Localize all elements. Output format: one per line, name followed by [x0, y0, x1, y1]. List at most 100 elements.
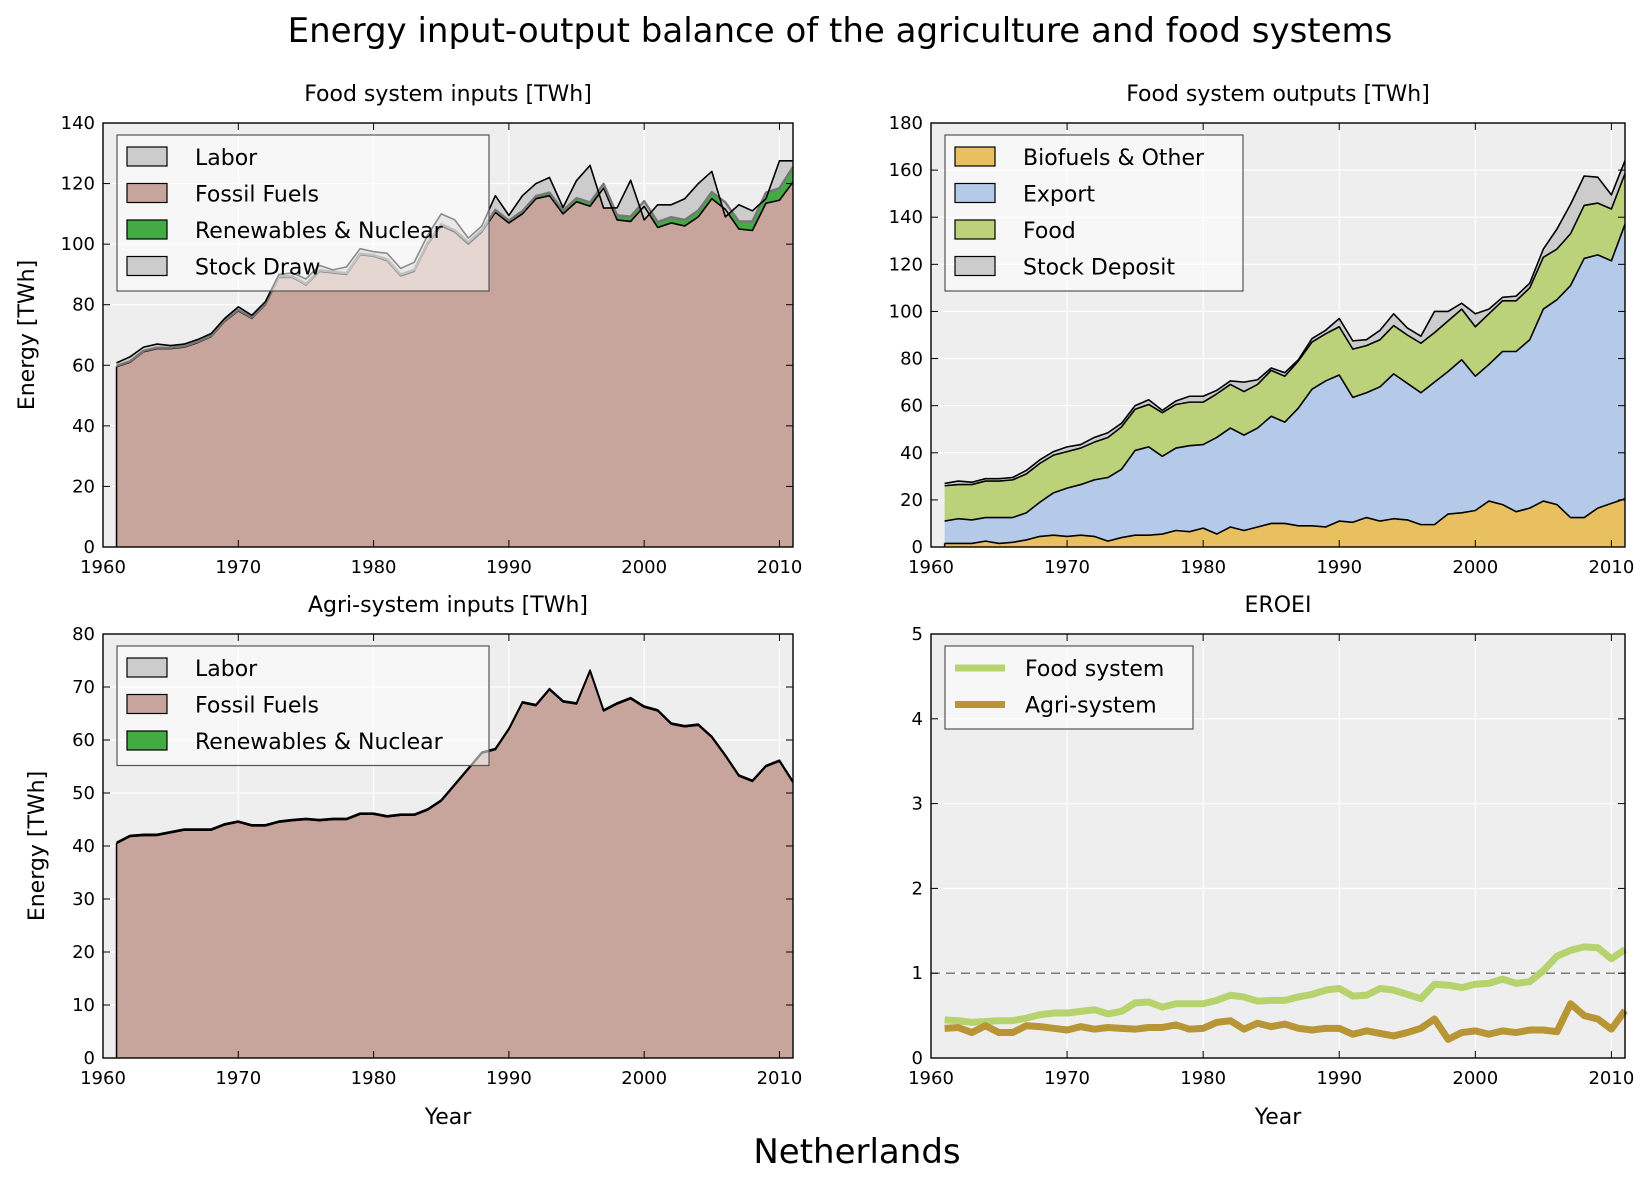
legend-swatch-renewables-nuclear [126, 219, 168, 240]
legend-label-labor: Labor [195, 657, 258, 682]
axis-ticks: 1960 1970 1980 1990 2000 2010 0 1 2 3 4 5 [908, 624, 1634, 1089]
boundary-biofuels-other [944, 497, 1626, 545]
panel-agri-inputs: 1960 1970 1980 1990 2000 2010 0 10 20 30 40 50 60 70 8… [25, 593, 802, 1130]
boundary-export [944, 224, 1626, 522]
y-tick-label: 40 [72, 416, 95, 437]
legend-label-fossil-fuels: Fossil Fuels [195, 183, 319, 208]
axis-ticks: 1960 1970 1980 1990 2000 2010 0 20 40 60 80 100 120 1… [61, 113, 803, 578]
x-tick-label: 1990 [1316, 557, 1362, 578]
legend-label-food: Food [1023, 219, 1076, 244]
x-tick-label: 1970 [215, 1068, 261, 1089]
axis-ticks: 1960 1970 1980 1990 2000 2010 0 10 20 30 40 50 60 70 8… [72, 624, 802, 1089]
legend-label-stock-deposit: Stock Deposit [1023, 256, 1175, 281]
legend: Labor Fossil Fuels Renewables & Nuclear Sto… [116, 134, 490, 292]
y-axis-label: Energy [TWh] [15, 260, 40, 410]
panel-eroei: 1960 1970 1980 1990 2000 2010 0 1 2 3 4 5 EROEI Year F… [908, 593, 1634, 1130]
x-tick-label: 1990 [1316, 1068, 1362, 1089]
plot-frame [930, 122, 1626, 548]
x-tick-label: 1960 [908, 1068, 954, 1089]
figure-footer-country: Netherlands [753, 1132, 960, 1172]
area-food [944, 173, 1625, 522]
y-tick-label: 40 [72, 836, 95, 857]
legend-label-agri-system: Agri-system [1025, 694, 1157, 719]
panel-food-inputs: 1960 1970 1980 1990 2000 2010 0 20 40 60 80 100 120 1… [15, 82, 802, 578]
y-tick-label: 140 [61, 113, 95, 134]
y-tick-label: 70 [72, 677, 95, 698]
x-tick-label: 2010 [1588, 557, 1634, 578]
legend: Biofuels & Other Export Food Stock Deposit [944, 134, 1244, 292]
legend-swatch-stock-draw [126, 255, 168, 277]
x-tick-label: 1970 [215, 557, 261, 578]
y-tick-label: 60 [72, 730, 95, 751]
y-tick-label: 5 [912, 624, 923, 645]
line-agri-system [944, 1000, 1628, 1043]
x-tick-label: 2010 [1588, 1068, 1634, 1089]
legend-swatch-fossil-fuels [126, 182, 168, 204]
legend-box [944, 645, 1194, 730]
x-tick-label: 1990 [486, 557, 532, 578]
y-tick-label: 20 [72, 476, 95, 497]
x-tick-label: 1970 [1044, 1068, 1090, 1089]
y-tick-label: 80 [72, 295, 95, 316]
legend-label-biofuels-other: Biofuels & Other [1023, 146, 1205, 171]
y-tick-label: 120 [889, 254, 923, 275]
chart-panels: 1960 1970 1980 1990 2000 20100204060801001201… [15, 82, 1634, 1130]
legend-swatch-food [954, 219, 996, 240]
y-tick-label: 100 [61, 234, 95, 255]
y-tick-label: 4 [912, 709, 923, 730]
y-tick-label: 60 [72, 355, 95, 376]
x-tick-label: 2000 [1452, 557, 1498, 578]
x-axis-label: Year [424, 1105, 473, 1130]
legend-swatch-labor [126, 657, 168, 678]
y-tick-label: 3 [912, 794, 923, 815]
legend-label-renewables-nuclear: Renewables & Nuclear [195, 219, 444, 244]
legend-label-export: Export [1023, 183, 1095, 208]
y-tick-label: 80 [72, 624, 95, 645]
series-layer [943, 160, 1626, 547]
y-tick-label: 140 [889, 207, 923, 228]
x-tick-label: 1990 [486, 1068, 532, 1089]
area-fossil-fuels [116, 182, 793, 548]
panel-title: EROEI [1245, 593, 1312, 618]
y-tick-label: 0 [84, 1048, 95, 1069]
boundary-stock-deposit [944, 160, 1626, 485]
y-tick-label: 10 [72, 995, 95, 1016]
x-tick-label: 2010 [757, 1068, 803, 1089]
panel-title: Food system inputs [TWh] [304, 82, 592, 107]
legend-label-labor: Labor [195, 146, 258, 171]
x-axis-label: Year [1254, 1105, 1303, 1130]
x-tick-label: 2010 [757, 557, 803, 578]
y-tick-label: 180 [889, 113, 923, 134]
area-fossil-fuels [116, 671, 793, 1058]
legend-label-stock-draw: Stock Draw [195, 256, 320, 281]
panel-title: Food system outputs [TWh] [1126, 82, 1430, 107]
x-tick-label: 2000 [621, 1068, 667, 1089]
legend: Labor Fossil Fuels Renewables & Nuclear [116, 645, 490, 767]
x-tick-label: 2000 [621, 557, 667, 578]
legend-swatch-biofuels-other [954, 146, 996, 167]
legend-swatch-renewables-nuclear [126, 730, 168, 751]
x-tick-label: 1980 [1180, 557, 1226, 578]
figure-title: Energy input-output balance of the agric… [288, 11, 1393, 51]
legend: Food system Agri-system [944, 645, 1194, 730]
y-axis-label: Energy [TWh] [25, 771, 50, 921]
legend-swatch-stock-deposit [954, 255, 996, 277]
x-tick-label: 1980 [351, 557, 397, 578]
x-tick-label: 1960 [80, 1068, 126, 1089]
series-layer [115, 669, 794, 1058]
x-tick-label: 1980 [351, 1068, 397, 1089]
y-tick-label: 80 [900, 349, 923, 370]
boundary-food [944, 173, 1626, 487]
y-tick-label: 30 [72, 889, 95, 910]
y-tick-label: 20 [900, 490, 923, 511]
y-tick-label: 50 [72, 783, 95, 804]
area-labor [116, 160, 793, 366]
legend-swatch-labor [126, 146, 168, 167]
series-layer [931, 943, 1628, 1043]
y-tick-label: 40 [900, 443, 923, 464]
y-tick-label: 0 [84, 537, 95, 558]
y-tick-label: 0 [912, 1048, 923, 1069]
area-export [944, 224, 1625, 544]
axis-ticks: 1960 1970 1980 1990 2000 2010 0 20 40 60 80 100 120 1… [889, 113, 1635, 578]
legend-swatch-fossil-fuels [126, 693, 168, 715]
